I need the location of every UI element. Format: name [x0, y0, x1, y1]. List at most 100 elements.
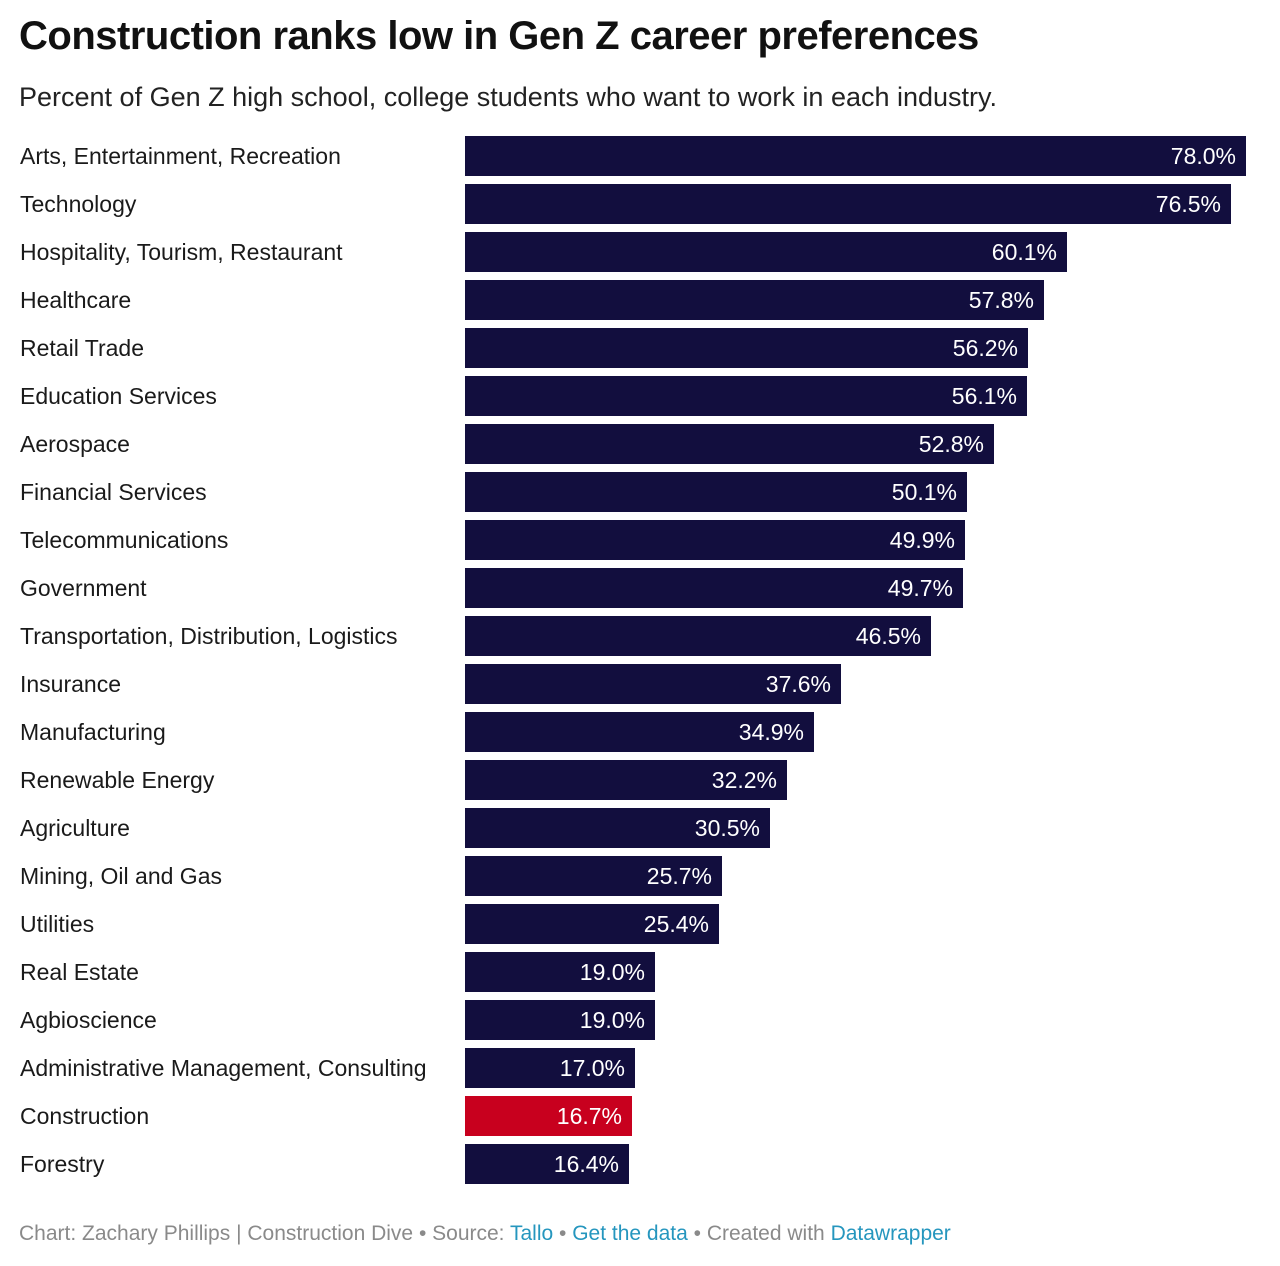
category-label: Aerospace	[20, 431, 130, 457]
value-label: 49.7%	[887, 575, 953, 601]
bar: 17.0%	[465, 1048, 635, 1088]
category-label: Administrative Management, Consulting	[20, 1055, 427, 1081]
value-label: 17.0%	[559, 1055, 625, 1081]
source-link[interactable]: Tallo	[509, 1222, 554, 1245]
value-label: 56.2%	[952, 335, 1018, 361]
value-label: 19.0%	[579, 1007, 645, 1033]
bar-row: Real Estate 19.0%	[0, 952, 1280, 992]
category-label: Construction	[20, 1103, 150, 1129]
category-label: Manufacturing	[20, 719, 166, 745]
bar-row: Utilities 25.4%	[0, 904, 1280, 944]
bar: 19.0%	[465, 952, 655, 992]
value-label: 34.9%	[738, 719, 804, 745]
bar-row: Construction 16.7%	[0, 1096, 1280, 1136]
category-label: Renewable Energy	[20, 767, 215, 793]
bar-row: Forestry 16.4%	[0, 1144, 1280, 1184]
value-label: 56.1%	[951, 383, 1017, 409]
footer-separator: •	[413, 1222, 433, 1245]
value-label: 78.0%	[1170, 143, 1236, 169]
bar-row: Retail Trade 56.2%	[0, 328, 1280, 368]
category-label: Telecommunications	[20, 527, 229, 553]
bar: 32.2%	[465, 760, 787, 800]
bar-row: Agbioscience 19.0%	[0, 1000, 1280, 1040]
footer-source-label: Source:	[432, 1222, 510, 1245]
value-label: 16.4%	[553, 1151, 619, 1177]
category-label: Education Services	[20, 383, 217, 409]
value-label: 37.6%	[765, 671, 831, 697]
value-label: 57.8%	[968, 287, 1034, 313]
bar: 49.9%	[465, 520, 965, 560]
bar: 34.9%	[465, 712, 814, 752]
category-label: Arts, Entertainment, Recreation	[20, 143, 341, 169]
category-label: Hospitality, Tourism, Restaurant	[20, 239, 343, 265]
bar: 46.5%	[465, 616, 931, 656]
bar-row: Government 49.7%	[0, 568, 1280, 608]
value-label: 25.7%	[646, 863, 712, 889]
bar-row: Aerospace 52.8%	[0, 424, 1280, 464]
bar-row: Arts, Entertainment, Recreation 78.0%	[0, 136, 1280, 176]
bar: 25.7%	[465, 856, 722, 896]
bar-row: Financial Services 50.1%	[0, 472, 1280, 512]
datawrapper-link[interactable]: Datawrapper	[830, 1222, 951, 1245]
bar-row: Transportation, Distribution, Logistics 4…	[0, 616, 1280, 656]
category-label: Utilities	[20, 911, 95, 937]
category-label: Retail Trade	[20, 335, 145, 361]
bar-row: Hospitality, Tourism, Restaurant 60.1%	[0, 232, 1280, 272]
value-label: 16.7%	[556, 1103, 622, 1129]
value-label: 32.2%	[711, 767, 777, 793]
chart-title: Construction ranks low in Gen Z career p…	[19, 14, 979, 58]
bar-row: Manufacturing 34.9%	[0, 712, 1280, 752]
bar-row: Administrative Management, Consulting 17.…	[0, 1048, 1280, 1088]
value-label: 46.5%	[855, 623, 921, 649]
chart-footer: Chart: Zachary Phillips | Construction D…	[19, 1222, 951, 1246]
bar: 52.8%	[465, 424, 994, 464]
value-label: 30.5%	[694, 815, 760, 841]
bar-row: Healthcare 57.8%	[0, 280, 1280, 320]
chart-subtitle: Percent of Gen Z high school, college st…	[19, 82, 998, 112]
get-data-link[interactable]: Get the data	[572, 1222, 688, 1245]
category-label: Mining, Oil and Gas	[20, 863, 222, 889]
category-label: Agbioscience	[20, 1007, 157, 1033]
footer-credit: Chart: Zachary Phillips | Construction D…	[19, 1222, 414, 1245]
category-label: Healthcare	[20, 287, 132, 313]
bar: 25.4%	[465, 904, 719, 944]
bar: 16.4%	[465, 1144, 629, 1184]
footer-separator: •	[687, 1222, 707, 1245]
footer-separator: •	[553, 1222, 573, 1245]
bar: 57.8%	[465, 280, 1044, 320]
category-label: Real Estate	[20, 959, 139, 985]
footer-created-label: Created with	[706, 1222, 831, 1245]
bar-row: Telecommunications 49.9%	[0, 520, 1280, 560]
bar: 56.2%	[465, 328, 1028, 368]
value-label: 52.8%	[918, 431, 984, 457]
category-label: Agriculture	[20, 815, 130, 841]
category-label: Financial Services	[20, 479, 207, 505]
bar-row: Mining, Oil and Gas 25.7%	[0, 856, 1280, 896]
value-label: 60.1%	[991, 239, 1057, 265]
value-label: 50.1%	[891, 479, 957, 505]
bar: 49.7%	[465, 568, 963, 608]
bar: 78.0%	[465, 136, 1246, 176]
bar: 37.6%	[465, 664, 841, 704]
bar: 60.1%	[465, 232, 1067, 272]
bar: 19.0%	[465, 1000, 655, 1040]
category-label: Insurance	[20, 671, 122, 697]
value-label: 19.0%	[579, 959, 645, 985]
value-label: 76.5%	[1155, 191, 1221, 217]
category-label: Government	[20, 575, 147, 601]
bar-row: Insurance 37.6%	[0, 664, 1280, 704]
bar: 76.5%	[465, 184, 1231, 224]
bar-chart: Arts, Entertainment, Recreation 78.0% Tech…	[0, 136, 1280, 1184]
bar-row: Agriculture 30.5%	[0, 808, 1280, 848]
category-label: Forestry	[20, 1151, 105, 1177]
bar: 50.1%	[465, 472, 967, 512]
bar-row: Renewable Energy 32.2%	[0, 760, 1280, 800]
bar: 30.5%	[465, 808, 770, 848]
bar-row: Technology 76.5%	[0, 184, 1280, 224]
value-label: 25.4%	[643, 911, 709, 937]
bar: 56.1%	[465, 376, 1027, 416]
category-label: Transportation, Distribution, Logistics	[20, 623, 398, 649]
bar-row: Education Services 56.1%	[0, 376, 1280, 416]
category-label: Technology	[20, 191, 137, 217]
bar: 16.7%	[465, 1096, 632, 1136]
